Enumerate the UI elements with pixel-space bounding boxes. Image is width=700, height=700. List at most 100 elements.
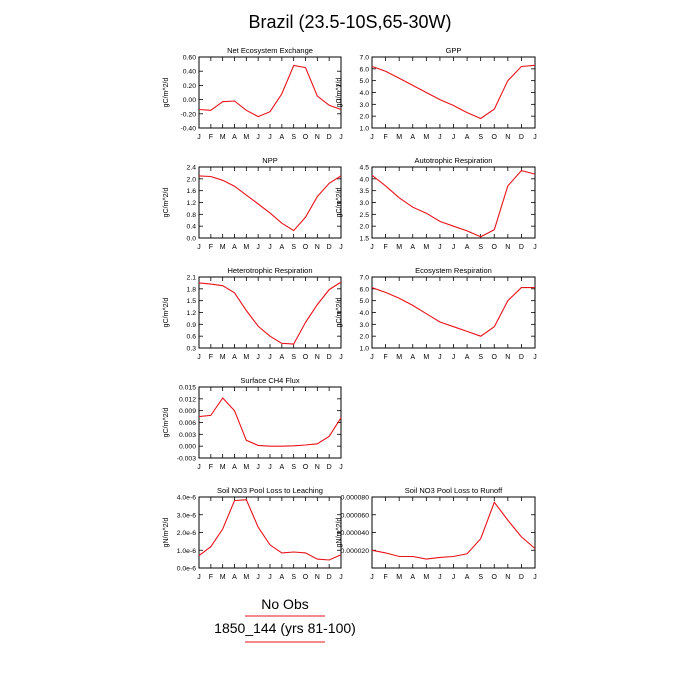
x-tick-label: J [339,354,343,361]
x-tick-label: A [279,244,284,251]
panel-title: Heterotrophic Respiration [227,266,312,275]
y-tick-label: 0.0e-6 [177,566,196,573]
y-tick-label: 0.9 [187,322,197,329]
y-tick-label: 0.006 [179,420,196,427]
x-tick-label: N [315,464,320,471]
y-tick-label: 0.0 [187,236,197,243]
x-tick-label: M [220,464,226,471]
y-tick-label: 1.8 [187,286,197,293]
x-tick-label: J [268,574,272,581]
x-tick-label: M [423,134,429,141]
x-tick-label: A [410,134,415,141]
panel-6: Ecosystem Respiration gC/m^2/d 7.0 6.0 5.0 4.… [336,266,537,361]
x-tick-label: J [256,574,260,581]
x-tick-label: S [291,354,296,361]
x-tick-label: M [423,574,429,581]
x-tick-label: J [268,134,272,141]
x-tick-label: A [465,244,470,251]
y-tick-label: 2.0 [187,176,197,183]
x-tick-label: F [209,574,213,581]
x-tick-label: M [396,134,402,141]
x-tick-label: A [232,134,237,141]
y-tick-label: -0.40 [181,126,197,133]
x-tick-label: J [533,134,537,141]
plot-frame [198,166,342,239]
x-tick-label: O [492,574,498,581]
y-tick-label: 0.00 [183,97,196,104]
y-tick-label: -0.003 [177,456,196,463]
panel-title: NPP [262,156,277,165]
y-tick-label: 6.0 [360,286,370,293]
x-tick-label: J [452,354,456,361]
x-tick-label: J [197,464,201,471]
x-tick-label: J [370,134,374,141]
x-tick-label: M [243,244,249,251]
x-tick-label: S [291,244,296,251]
x-tick-label: J [438,244,442,251]
x-tick-label: F [383,244,387,251]
x-tick-label: J [197,574,201,581]
x-tick-label: N [505,134,510,141]
x-tick-label: A [232,244,237,251]
x-tick-label: M [396,354,402,361]
x-tick-label: M [243,134,249,141]
panel-4: Autotrophic Respiration gC/m^2/d 4.5 4.0 3.5… [336,156,537,251]
y-tick-label: 2.0 [360,334,370,341]
x-tick-label: O [303,244,309,251]
y-tick-label: 2.0e-6 [177,530,196,537]
y-tick-label: 5.0 [360,78,370,85]
x-tick-label: A [279,574,284,581]
x-tick-label: J [268,244,272,251]
y-axis-label: gC/m^2/d [163,408,170,438]
x-tick-label: N [505,574,510,581]
legend-case: 1850_144 (yrs 81-100) [214,620,356,636]
y-tick-label: 1.5 [360,236,370,243]
panel-7: Surface CH4 Flux gC/m^2/d 0.015 0.012 0.009 0… [163,376,343,471]
y-tick-label: 2.0 [360,114,370,121]
x-tick-label: M [243,574,249,581]
plot-frame [371,276,536,349]
plot-frame [198,276,342,349]
x-tick-label: D [327,134,332,141]
x-tick-label: M [220,134,226,141]
x-tick-label: F [383,134,387,141]
y-axis-label: gC/m^2/d [163,188,170,218]
y-tick-label: 1.0 [360,126,370,133]
y-tick-label: 3.0e-6 [177,512,196,519]
series-line [198,397,342,447]
x-tick-label: J [370,354,374,361]
y-axis-label: gC/m^2/d [336,298,343,328]
x-tick-label: N [315,244,320,251]
x-tick-label: J [438,354,442,361]
series-line [371,287,535,337]
y-tick-label: 4.5 [360,165,370,172]
x-tick-label: S [478,574,483,581]
x-tick-label: M [243,464,249,471]
series-line [198,499,342,561]
x-tick-label: A [279,354,284,361]
y-axis-label: gC/m^2/d [163,298,170,328]
y-tick-label: 1.2 [187,310,197,317]
y-tick-label: 0.40 [183,69,196,76]
y-tick-label: 0.6 [187,334,197,341]
y-tick-label: 7.0 [360,275,370,282]
x-tick-label: D [519,354,524,361]
plot-frame [198,386,342,459]
y-tick-label: 3.0 [360,322,370,329]
x-tick-label: A [465,354,470,361]
panel-title: Soil NO3 Pool Loss to Leaching [217,486,323,495]
y-tick-label: 1.6 [187,188,197,195]
x-tick-label: D [519,244,524,251]
x-tick-label: A [232,574,237,581]
y-tick-label: 1.0e-6 [177,548,196,555]
y-tick-label: 0.000080 [341,495,370,502]
x-tick-label: A [410,244,415,251]
series-line [198,64,342,118]
panels: Net Ecosystem Exchange gC/m^2/d 0.60 0.40 0.… [163,46,537,581]
x-tick-label: J [533,574,537,581]
x-tick-label: O [492,244,498,251]
plot-frame [198,56,342,129]
x-tick-label: J [339,244,343,251]
x-tick-label: J [370,574,374,581]
